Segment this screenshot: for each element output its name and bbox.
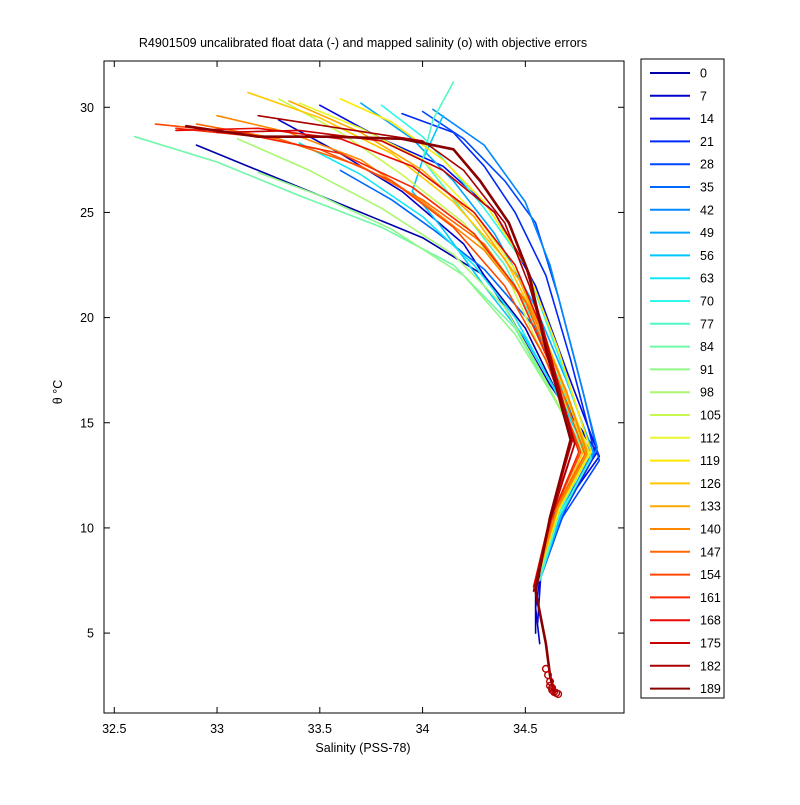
y-axis: 5 10 15 20 25 30	[80, 101, 624, 641]
legend-item-126: 126	[650, 477, 721, 491]
legend-item-35: 35	[650, 181, 714, 195]
legend-item-21: 21	[650, 135, 714, 149]
legend-label: 133	[700, 500, 721, 514]
legend-item-98: 98	[650, 386, 714, 400]
legend-label: 91	[700, 363, 714, 377]
legend-label: 112	[700, 431, 720, 445]
y-tick-label: 25	[80, 206, 94, 220]
profile-line-20	[216, 114, 588, 576]
legend-label: 0	[700, 67, 707, 81]
x-axis: 32.5 33 33.5 34 34.5	[102, 61, 538, 736]
legend-label: 147	[700, 545, 721, 559]
profile-line-3	[401, 112, 597, 571]
y-tick-label: 15	[80, 416, 94, 430]
profile-line-13	[257, 171, 586, 576]
x-tick-label: 33.5	[308, 722, 332, 736]
legend-item-133: 133	[650, 500, 721, 514]
legend-label: 189	[700, 682, 721, 696]
mapped-salinity-point	[554, 690, 563, 699]
y-tick-label: 10	[80, 521, 94, 535]
series-layer	[134, 81, 601, 696]
legend-item-112: 112	[650, 431, 720, 445]
y-tick-label: 20	[80, 311, 94, 325]
profile-line-23	[175, 127, 580, 588]
legend-item-42: 42	[650, 203, 714, 217]
legend-item-182: 182	[650, 659, 721, 673]
legend-label: 56	[700, 249, 714, 263]
legend-label: 70	[700, 295, 714, 309]
profile-line-24	[175, 127, 576, 588]
legend-item-14: 14	[650, 112, 714, 126]
legend-item-161: 161	[650, 591, 721, 605]
legend-label: 105	[700, 409, 721, 423]
legend-item-119: 119	[650, 454, 720, 468]
profile-line-18	[247, 91, 586, 571]
legend-label: 14	[700, 112, 714, 126]
legend-item-56: 56	[650, 249, 714, 263]
mapped-salinity-layer	[541, 664, 563, 699]
legend-label: 42	[700, 203, 714, 217]
legend-label: 7	[700, 89, 707, 103]
legend-item-7: 7	[650, 89, 707, 103]
chart-title: R4901509 uncalibrated float data (-) and…	[139, 36, 587, 50]
legend-item-140: 140	[650, 523, 721, 537]
y-axis-label: θ °C	[51, 380, 65, 404]
profile-line-26	[257, 114, 576, 592]
legend-item-147: 147	[650, 545, 721, 559]
legend-label: 77	[700, 317, 714, 331]
profile-line-14	[236, 138, 584, 571]
legend-label: 161	[700, 591, 721, 605]
legend-label: 49	[700, 226, 714, 240]
legend-item-28: 28	[650, 158, 714, 172]
legend-item-168: 168	[650, 614, 721, 628]
legend-box	[640, 58, 725, 699]
x-tick-label: 34.5	[513, 722, 537, 736]
legend-label: 119	[700, 454, 720, 468]
x-tick-label: 32.5	[102, 722, 126, 736]
profile-line-22	[154, 123, 582, 582]
legend-item-175: 175	[650, 637, 721, 651]
y-tick-label: 5	[87, 627, 94, 641]
legend-label: 182	[700, 659, 721, 673]
legend-item-77: 77	[650, 317, 714, 331]
profile-line-19	[288, 100, 588, 571]
x-tick-label: 34	[416, 722, 430, 736]
legend-item-84: 84	[650, 340, 714, 354]
profile-line-6	[432, 108, 599, 567]
profile-line-27	[184, 124, 572, 696]
legend-label: 140	[700, 523, 721, 537]
legend-item-63: 63	[650, 272, 714, 286]
profile-line-11	[421, 81, 592, 582]
x-tick-label: 33	[210, 722, 224, 736]
legend-item-70: 70	[650, 295, 714, 309]
legend-label: 168	[700, 614, 721, 628]
profile-line-12	[134, 135, 588, 576]
legend: 0 7 14 21 28 35 42 49 56 63 70 77 84 91 98 105 112 119 126…	[640, 58, 725, 699]
x-axis-label: Salinity (PSS-78)	[315, 741, 410, 755]
legend-item-189: 189	[650, 682, 721, 696]
legend-item-49: 49	[650, 226, 714, 240]
mapped-salinity-point	[546, 681, 555, 690]
legend-label: 98	[700, 386, 714, 400]
legend-item-91: 91	[650, 363, 714, 377]
legend-label: 126	[700, 477, 721, 491]
legend-label: 35	[700, 181, 714, 195]
legend-item-0: 0	[650, 67, 707, 81]
legend-label: 84	[700, 340, 714, 354]
legend-label: 63	[700, 272, 714, 286]
legend-label: 175	[700, 637, 721, 651]
y-tick-label: 30	[80, 101, 94, 115]
legend-label: 154	[700, 568, 721, 582]
plot-area-frame	[103, 60, 625, 714]
legend-item-154: 154	[650, 568, 721, 582]
legend-label: 21	[700, 135, 714, 149]
legend-item-105: 105	[650, 409, 721, 423]
legend-label: 28	[700, 158, 714, 172]
